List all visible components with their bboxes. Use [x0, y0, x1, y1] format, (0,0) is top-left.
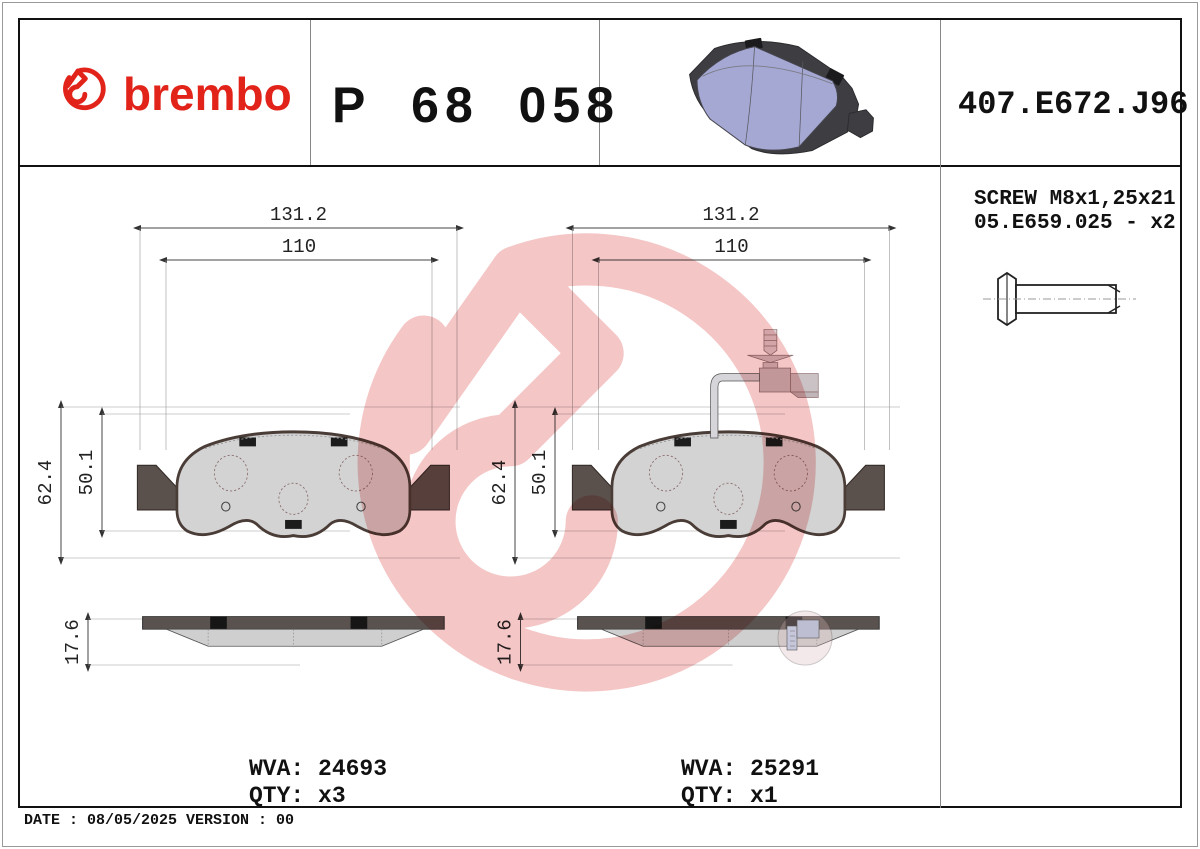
- svg-text:62.4: 62.4: [35, 460, 57, 506]
- svg-text:QTY: x3: QTY: x3: [249, 783, 346, 809]
- svg-text:05.E659.025 - x2: 05.E659.025 - x2: [974, 212, 1176, 235]
- svg-text:QTY: x1: QTY: x1: [681, 783, 778, 809]
- svg-text:50.1: 50.1: [76, 450, 98, 496]
- svg-text:17.6: 17.6: [62, 619, 84, 665]
- svg-text:SCREW M8x1,25x21: SCREW M8x1,25x21: [974, 188, 1176, 211]
